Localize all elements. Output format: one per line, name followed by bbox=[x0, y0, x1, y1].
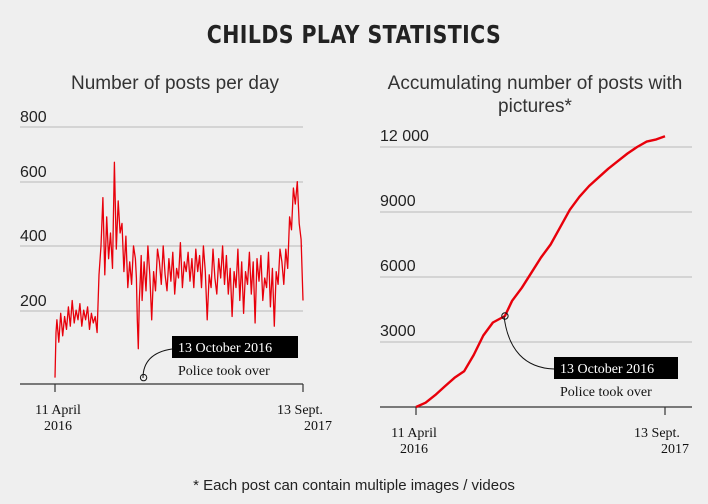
chart-title-accumulating-posts: Accumulating number of posts with pictur… bbox=[387, 73, 683, 117]
series-line bbox=[415, 135, 666, 409]
series-line bbox=[54, 161, 304, 378]
y-tick-label: 400 bbox=[20, 228, 47, 245]
x-tick-label: 13 Sept. bbox=[277, 403, 323, 418]
page-title: CHILDS PLAY STATISTICS bbox=[206, 20, 502, 49]
x-tick-label: 2017 bbox=[304, 419, 332, 434]
annotation-date: 13 October 2016 bbox=[560, 362, 654, 377]
y-tick-label: 3000 bbox=[380, 323, 416, 340]
x-tick-label: 11 April bbox=[35, 403, 81, 418]
annotation-marker bbox=[139, 373, 148, 382]
x-tick-label: 2017 bbox=[661, 442, 689, 457]
annotation-note: Police took over bbox=[178, 364, 270, 379]
y-tick-label: 6000 bbox=[380, 258, 416, 275]
x-tick-label: 2016 bbox=[400, 442, 428, 457]
x-tick-label: 13 Sept. bbox=[634, 426, 680, 441]
y-tick-label: 9000 bbox=[380, 193, 416, 210]
x-tick-label: 11 April bbox=[391, 426, 437, 441]
annotation-connector bbox=[503, 315, 555, 370]
chart-title-posts-per-day: Number of posts per day bbox=[70, 73, 280, 94]
footnote: * Each post can contain multiple images … bbox=[193, 477, 515, 494]
annotation-date: 13 October 2016 bbox=[178, 341, 272, 356]
annotation-connector bbox=[142, 348, 173, 379]
y-tick-label: 200 bbox=[20, 293, 47, 310]
annotation-marker bbox=[501, 312, 509, 320]
y-tick-label: 600 bbox=[20, 164, 47, 181]
annotation-note: Police took over bbox=[560, 385, 652, 400]
annotation-date-box bbox=[172, 336, 298, 358]
annotation-date-box bbox=[554, 357, 678, 379]
x-tick-label: 2016 bbox=[44, 419, 72, 434]
y-tick-label: 800 bbox=[20, 109, 47, 126]
y-tick-label: 12 000 bbox=[380, 128, 429, 145]
